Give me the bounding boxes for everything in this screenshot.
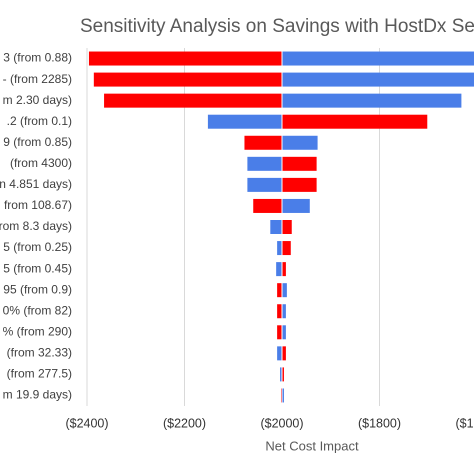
row-label: (from 277.5): [7, 367, 72, 381]
x-tick-label: ($1800): [358, 416, 401, 430]
row-label: (from 4300): [10, 156, 72, 170]
row-label: - (from 2285): [3, 72, 72, 86]
row-label: rom 8.3 days): [0, 219, 72, 233]
row-label: m 2.30 days): [3, 93, 72, 107]
bar: [282, 72, 474, 87]
bar: [282, 156, 317, 171]
bar: [277, 346, 282, 361]
bar: [277, 325, 282, 340]
row-label: (from 32.33): [7, 346, 72, 360]
bar: [282, 198, 310, 213]
x-tick-label: ($1600): [455, 416, 474, 430]
bar: [282, 367, 284, 382]
chart-title: Sensitivity Analysis on Savings with Hos…: [80, 16, 474, 37]
bar: [282, 177, 317, 192]
bar: [282, 220, 292, 234]
bar: [253, 198, 282, 213]
bar: [207, 114, 282, 129]
row-label: from 108.67): [4, 198, 72, 212]
row-label: .2 (from 0.1): [7, 114, 72, 128]
x-axis-label: Net Cost Impact: [265, 438, 359, 453]
bar: [282, 135, 318, 150]
bar: [282, 93, 462, 108]
bar: [280, 367, 282, 382]
row-label: 9 (from 0.85): [3, 135, 72, 149]
row-label: 5 (from 0.25): [3, 240, 72, 254]
row-label: 5 (from 0.45): [3, 261, 72, 275]
bar: [282, 304, 286, 319]
bar: [282, 325, 286, 340]
row-label: 0% (from 82): [3, 303, 72, 317]
bar: [270, 220, 282, 234]
x-tick-label: ($2400): [65, 416, 108, 430]
bar: [282, 346, 286, 361]
bar: [277, 304, 282, 319]
bar: [93, 72, 282, 87]
bar: [282, 114, 428, 129]
bar: [104, 93, 282, 108]
row-label: n 4.851 days): [0, 177, 72, 191]
bar: [282, 51, 474, 66]
row-label: 95 (from 0.9): [3, 282, 72, 296]
bar: [247, 156, 282, 171]
bar: [247, 177, 282, 192]
row-label: 3 (from 0.88): [3, 51, 72, 65]
bar: [282, 241, 291, 256]
bar: [282, 283, 287, 298]
row-label: % (from 290): [3, 324, 72, 338]
bar: [282, 262, 286, 277]
x-tick-label: ($2000): [260, 416, 303, 430]
bar: [88, 51, 282, 66]
row-label: m 19.9 days): [3, 388, 72, 402]
bar: [282, 388, 284, 403]
x-tick-label: ($2200): [163, 416, 206, 430]
bar: [277, 241, 282, 256]
bar: [244, 135, 282, 150]
bar: [277, 283, 282, 298]
bar: [276, 262, 282, 277]
